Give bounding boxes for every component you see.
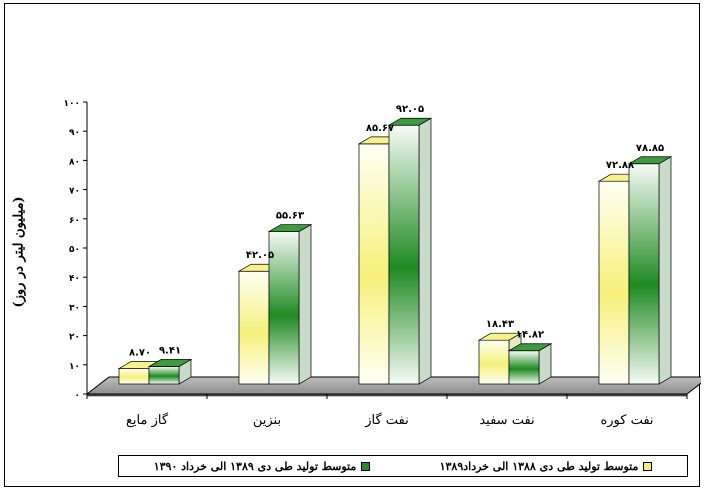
legend-item-series-1: متوسط تولید طی دی ۱۳۸۸ الی خرداد۱۳۸۹	[440, 460, 653, 473]
bar-top	[387, 117, 433, 126]
bar-side	[418, 117, 432, 385]
bar	[508, 350, 540, 385]
data-label: ۷۸.۸۵	[636, 143, 664, 154]
bar	[148, 366, 180, 385]
x-category-label: نفت گاز	[364, 412, 409, 428]
bar	[598, 180, 630, 385]
bar-top	[627, 156, 673, 165]
y-tick-label: ۶۰	[69, 216, 80, 226]
y-tick-label: ۳۰	[69, 303, 80, 313]
x-category-label: نفت سفید	[479, 413, 534, 428]
data-label: ۸.۷۰	[129, 348, 151, 359]
bar	[388, 124, 420, 385]
data-label: ۵۵.۶۳	[276, 211, 304, 222]
bar-top	[477, 332, 523, 341]
legend-label-series-2: متوسط تولید طی دی ۱۳۸۹ الی خرداد ۱۳۹۰	[153, 459, 357, 473]
data-label: ۱۸.۴۳	[486, 319, 514, 330]
data-label: ۹.۴۱	[159, 346, 181, 357]
legend-swatch-green	[361, 461, 371, 471]
bar-top	[147, 359, 193, 367]
bar-top	[507, 343, 553, 352]
data-label: ۴۲.۰۵	[246, 250, 274, 261]
bar	[268, 231, 300, 385]
y-tick-label: ۸۰	[69, 157, 80, 167]
y-tick-label: ۱۰	[69, 362, 80, 372]
y-tick-label: ۴۰	[69, 274, 80, 284]
y-axis-label: (میلیون لیتر در روز)	[11, 196, 27, 308]
bar	[238, 270, 270, 385]
legend-label-series-1: متوسط تولید طی دی ۱۳۸۸ الی خرداد۱۳۸۹	[439, 459, 639, 473]
legend-swatch-yellow	[643, 461, 653, 471]
x-category-label: نفت کوره	[600, 413, 653, 428]
bar	[358, 143, 390, 385]
chart-frame: ۰ ۱۰ ۲۰ ۳۰ ۴۰ ۵۰ ۶۰ ۷۰ ۸۰ ۹۰ ۱۰۰ گاز مایع بنزین نفت گ…	[4, 3, 701, 487]
bar	[478, 339, 510, 385]
legend-item-series-2: متوسط تولید طی دی ۱۳۸۹ الی خرداد ۱۳۹۰	[154, 460, 371, 473]
y-tick-label: ۱۰۰	[64, 99, 80, 109]
legend: متوسط تولید طی دی ۱۳۸۸ الی خرداد۱۳۸۹ متو…	[118, 455, 688, 477]
data-label: ۱۴.۸۲	[516, 330, 544, 341]
x-category-label: بنزین	[253, 413, 281, 428]
x-category-label: گاز مایع	[126, 412, 169, 428]
data-label: ۷۲.۸۸	[606, 160, 634, 171]
bar-side	[298, 223, 312, 385]
chart-plot: ۰ ۱۰ ۲۰ ۳۰ ۴۰ ۵۰ ۶۰ ۷۰ ۸۰ ۹۰ ۱۰۰ گاز مایع بنزین نفت گ…	[64, 99, 701, 428]
y-tick-label: ۹۰	[69, 128, 80, 138]
y-tick-label: ۰	[75, 391, 81, 401]
y-tick-label: ۲۰	[69, 333, 80, 343]
data-label: ۸۵.۶۷	[366, 123, 394, 134]
data-label: ۹۲.۰۵	[396, 104, 424, 115]
bar-top	[267, 224, 313, 232]
bar-side	[658, 156, 672, 385]
y-tick-label: ۷۰	[69, 187, 80, 197]
bar	[628, 163, 660, 385]
bar	[118, 368, 150, 385]
y-tick-label: ۵۰	[69, 245, 80, 255]
